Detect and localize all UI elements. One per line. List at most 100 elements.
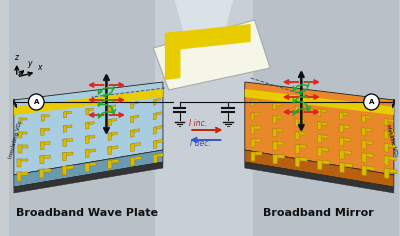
Polygon shape [273,103,281,105]
Polygon shape [317,109,326,112]
Polygon shape [131,115,139,119]
Text: A: A [34,99,39,105]
Polygon shape [340,125,350,129]
Polygon shape [40,169,44,178]
Polygon shape [340,150,344,160]
Polygon shape [245,162,394,193]
Polygon shape [384,131,388,139]
Polygon shape [40,156,44,164]
Polygon shape [130,156,141,161]
Polygon shape [362,165,367,176]
Polygon shape [362,140,366,149]
Polygon shape [273,155,285,158]
Polygon shape [153,112,161,116]
Polygon shape [40,142,50,145]
Polygon shape [18,131,27,134]
Polygon shape [340,112,349,116]
Polygon shape [86,109,89,115]
Polygon shape [245,89,394,115]
Polygon shape [295,119,299,126]
Polygon shape [131,116,134,123]
Polygon shape [273,129,277,137]
Polygon shape [153,139,163,144]
Polygon shape [340,137,350,142]
Polygon shape [14,162,163,193]
Polygon shape [384,168,397,173]
Polygon shape [64,111,71,114]
Polygon shape [251,139,255,147]
Polygon shape [153,154,157,163]
Text: Broadband Wave Plate: Broadband Wave Plate [16,208,158,218]
Polygon shape [251,100,254,106]
Polygon shape [17,172,21,181]
Circle shape [28,94,44,110]
Polygon shape [40,169,51,172]
Polygon shape [273,155,278,164]
Polygon shape [108,146,118,150]
Polygon shape [131,129,140,133]
Polygon shape [108,118,116,122]
Polygon shape [62,152,73,156]
Polygon shape [245,150,394,187]
Polygon shape [295,132,306,135]
Polygon shape [108,133,112,140]
Polygon shape [317,160,330,164]
Polygon shape [362,128,372,132]
Polygon shape [41,128,44,135]
Polygon shape [384,118,394,122]
Polygon shape [108,160,112,169]
Polygon shape [384,143,395,148]
Text: Broadband Mirror: Broadband Mirror [264,208,374,218]
Text: x: x [37,63,42,72]
Polygon shape [384,131,394,135]
Polygon shape [153,98,160,102]
Polygon shape [86,108,94,111]
Polygon shape [62,166,66,175]
Polygon shape [340,163,352,167]
Polygon shape [17,159,28,161]
Polygon shape [165,31,180,80]
Polygon shape [131,130,134,137]
Polygon shape [108,105,116,108]
Polygon shape [273,116,276,123]
Polygon shape [251,100,259,102]
Circle shape [364,94,379,110]
Polygon shape [108,159,119,164]
Polygon shape [130,157,134,166]
Polygon shape [18,131,22,139]
Polygon shape [62,166,74,169]
Polygon shape [14,89,163,115]
Polygon shape [19,118,27,120]
Polygon shape [317,122,321,130]
Polygon shape [14,82,163,175]
Polygon shape [295,144,300,153]
Polygon shape [130,143,140,147]
Polygon shape [153,113,156,120]
Polygon shape [317,109,321,116]
Polygon shape [362,153,374,158]
Polygon shape [108,105,111,112]
Polygon shape [362,140,373,145]
Polygon shape [63,139,66,147]
Polygon shape [85,163,89,172]
Polygon shape [384,168,389,179]
Polygon shape [64,112,66,118]
Polygon shape [153,153,164,158]
Polygon shape [317,122,327,125]
Polygon shape [273,103,276,110]
Polygon shape [153,127,156,134]
Polygon shape [362,115,365,123]
Polygon shape [295,132,299,140]
Polygon shape [295,157,300,167]
Polygon shape [63,125,66,132]
Polygon shape [155,0,252,236]
Polygon shape [86,135,95,139]
Polygon shape [18,145,28,148]
Polygon shape [340,112,343,119]
Polygon shape [86,136,89,143]
Polygon shape [295,119,304,122]
Polygon shape [384,156,389,165]
Polygon shape [153,99,156,105]
Polygon shape [273,116,282,119]
Polygon shape [340,125,343,133]
